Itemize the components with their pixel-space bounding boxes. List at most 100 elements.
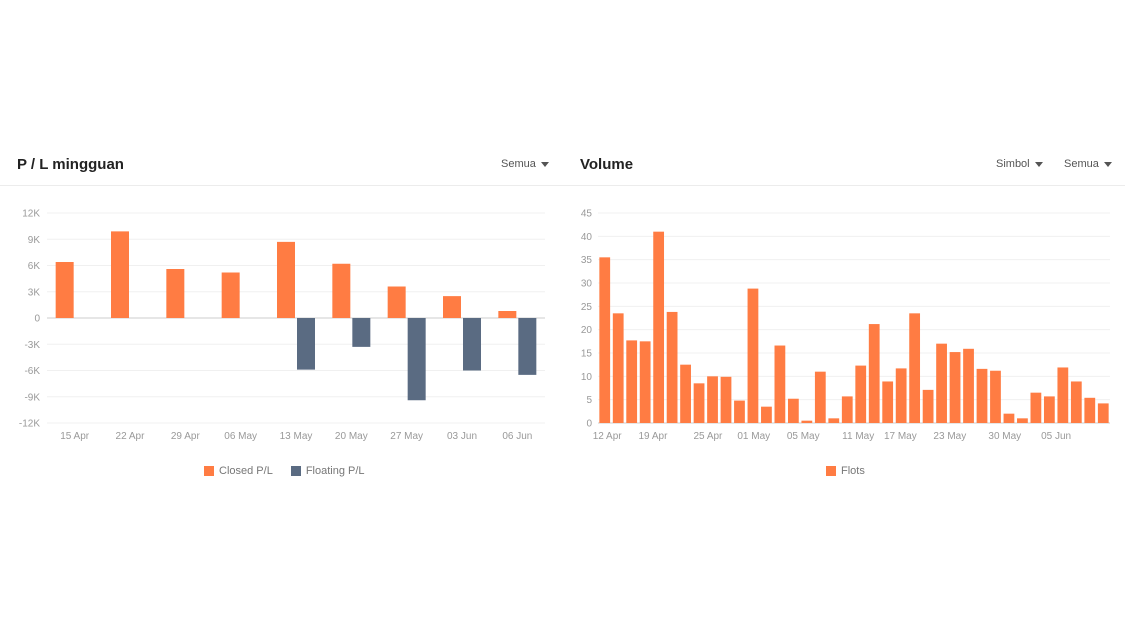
volume-bar bbox=[949, 352, 961, 423]
closed-pl-bar bbox=[443, 296, 461, 318]
volume-bar bbox=[814, 371, 826, 423]
volume-bar bbox=[720, 376, 732, 423]
x-tick-label: 06 Jun bbox=[502, 431, 532, 442]
y-tick-label: 3K bbox=[28, 287, 41, 298]
volume-bar bbox=[1003, 413, 1015, 423]
closed-pl-swatch bbox=[204, 466, 214, 476]
legend-flots[interactable]: Flots bbox=[826, 465, 865, 477]
volume-bar bbox=[761, 406, 772, 423]
y-tick-label: -6K bbox=[24, 366, 40, 377]
volume-bar bbox=[868, 324, 880, 423]
y-tick-label: 30 bbox=[581, 279, 593, 290]
caret-down-icon bbox=[1103, 161, 1112, 167]
header-divider bbox=[0, 185, 1125, 186]
floating-pl-bar bbox=[518, 318, 537, 375]
x-tick-label: 06 May bbox=[224, 431, 257, 442]
x-tick-label: 13 May bbox=[280, 431, 313, 442]
floating-pl-swatch bbox=[290, 466, 301, 476]
floating-pl-bar bbox=[297, 318, 315, 370]
volume-bar bbox=[612, 313, 624, 423]
volume-bar bbox=[922, 389, 934, 423]
volume-bar bbox=[1030, 392, 1042, 423]
volume-bar bbox=[1017, 418, 1028, 423]
volume-bar bbox=[599, 257, 611, 423]
volume-bar bbox=[801, 420, 813, 423]
volume-bar bbox=[882, 381, 894, 423]
x-tick-label: 19 Apr bbox=[639, 431, 669, 442]
y-tick-label: 20 bbox=[581, 325, 593, 336]
legend-floating-pl[interactable]: Floating P/L bbox=[290, 465, 365, 477]
y-tick-label: 5 bbox=[586, 395, 592, 406]
legend-label: Closed P/L bbox=[219, 465, 273, 477]
floating-pl-bar bbox=[463, 318, 481, 371]
x-tick-label: 25 Apr bbox=[693, 431, 723, 442]
pl-chart: 12K 9K 6K 3K 0 -3K -6K -9K -12K 15 Apr 22 Apr 29 Ap… bbox=[19, 209, 545, 442]
volume-bar bbox=[976, 368, 988, 423]
y-tick-label: -9K bbox=[24, 392, 40, 403]
volume-bar bbox=[909, 313, 921, 423]
volume-bar bbox=[1043, 396, 1055, 423]
y-tick-label: -3K bbox=[24, 340, 40, 351]
volume-chart: 45 40 35 30 25 20 15 10 5 012 Apr 19 Apr 25 Apr 01 M… bbox=[581, 209, 1110, 442]
x-tick-label: 17 May bbox=[884, 431, 917, 442]
volume-bar bbox=[707, 376, 718, 423]
x-tick-label: 29 Apr bbox=[171, 431, 201, 442]
y-tick-label: 0 bbox=[586, 419, 592, 430]
closed-pl-bar bbox=[166, 269, 185, 318]
volume-filter-dropdown[interactable]: Semua bbox=[1064, 158, 1112, 170]
x-tick-label: 01 May bbox=[737, 431, 770, 442]
y-tick-label: 35 bbox=[581, 255, 593, 266]
symbol-dropdown[interactable]: Simbol bbox=[996, 158, 1043, 170]
volume-bar bbox=[1070, 381, 1082, 423]
x-tick-label: 11 May bbox=[842, 431, 874, 442]
y-tick-label: 0 bbox=[34, 314, 40, 325]
volume-bar bbox=[841, 396, 853, 423]
x-tick-label: 23 May bbox=[933, 431, 966, 442]
floating-pl-bar bbox=[407, 318, 426, 401]
y-tick-label: 40 bbox=[581, 232, 593, 243]
y-tick-label: 15 bbox=[581, 349, 593, 360]
closed-pl-bar bbox=[55, 262, 74, 318]
volume-bar bbox=[693, 383, 705, 423]
volume-bar bbox=[828, 418, 840, 423]
volume-bar bbox=[680, 364, 691, 423]
y-tick-label: -12K bbox=[19, 419, 40, 430]
y-tick-label: 6K bbox=[28, 261, 41, 272]
symbol-label: Simbol bbox=[996, 158, 1030, 170]
volume-bar bbox=[895, 368, 907, 423]
volume-bar bbox=[626, 340, 638, 423]
volume-bar bbox=[963, 348, 974, 423]
closed-pl-bar bbox=[277, 241, 295, 318]
volume-bar bbox=[666, 311, 678, 423]
volume-bar bbox=[787, 398, 799, 423]
volume-bar bbox=[990, 370, 1001, 423]
x-tick-label: 15 Apr bbox=[60, 431, 90, 442]
closed-pl-bar bbox=[111, 231, 129, 318]
closed-pl-bar bbox=[332, 263, 351, 318]
volume-bar bbox=[774, 345, 786, 423]
y-tick-label: 25 bbox=[581, 302, 593, 313]
volume-bar bbox=[855, 365, 867, 423]
closed-pl-bar bbox=[387, 286, 406, 318]
y-tick-label: 10 bbox=[581, 372, 593, 383]
pl-panel-title: P / L mingguan bbox=[17, 156, 124, 173]
volume-bar bbox=[747, 288, 759, 423]
x-tick-label: 05 Jun bbox=[1041, 431, 1071, 442]
x-tick-label: 05 May bbox=[787, 431, 820, 442]
flots-swatch bbox=[826, 466, 836, 476]
pl-filter-label: Semua bbox=[501, 158, 536, 170]
floating-pl-bar bbox=[352, 318, 371, 347]
volume-bar bbox=[1084, 397, 1096, 423]
caret-down-icon bbox=[540, 161, 549, 167]
x-tick-label: 27 May bbox=[390, 431, 423, 442]
volume-bar bbox=[936, 343, 947, 423]
closed-pl-bar bbox=[498, 311, 517, 318]
legend-closed-pl[interactable]: Closed P/L bbox=[204, 465, 273, 477]
caret-down-icon bbox=[1034, 161, 1043, 167]
y-tick-label: 45 bbox=[581, 209, 593, 220]
x-tick-label: 30 May bbox=[988, 431, 1021, 442]
y-tick-label: 12K bbox=[22, 209, 40, 220]
pl-filter-dropdown[interactable]: Semua bbox=[501, 158, 549, 170]
pl-legend: Closed P/L Floating P/L bbox=[204, 465, 365, 477]
x-tick-label: 12 Apr bbox=[593, 431, 623, 442]
